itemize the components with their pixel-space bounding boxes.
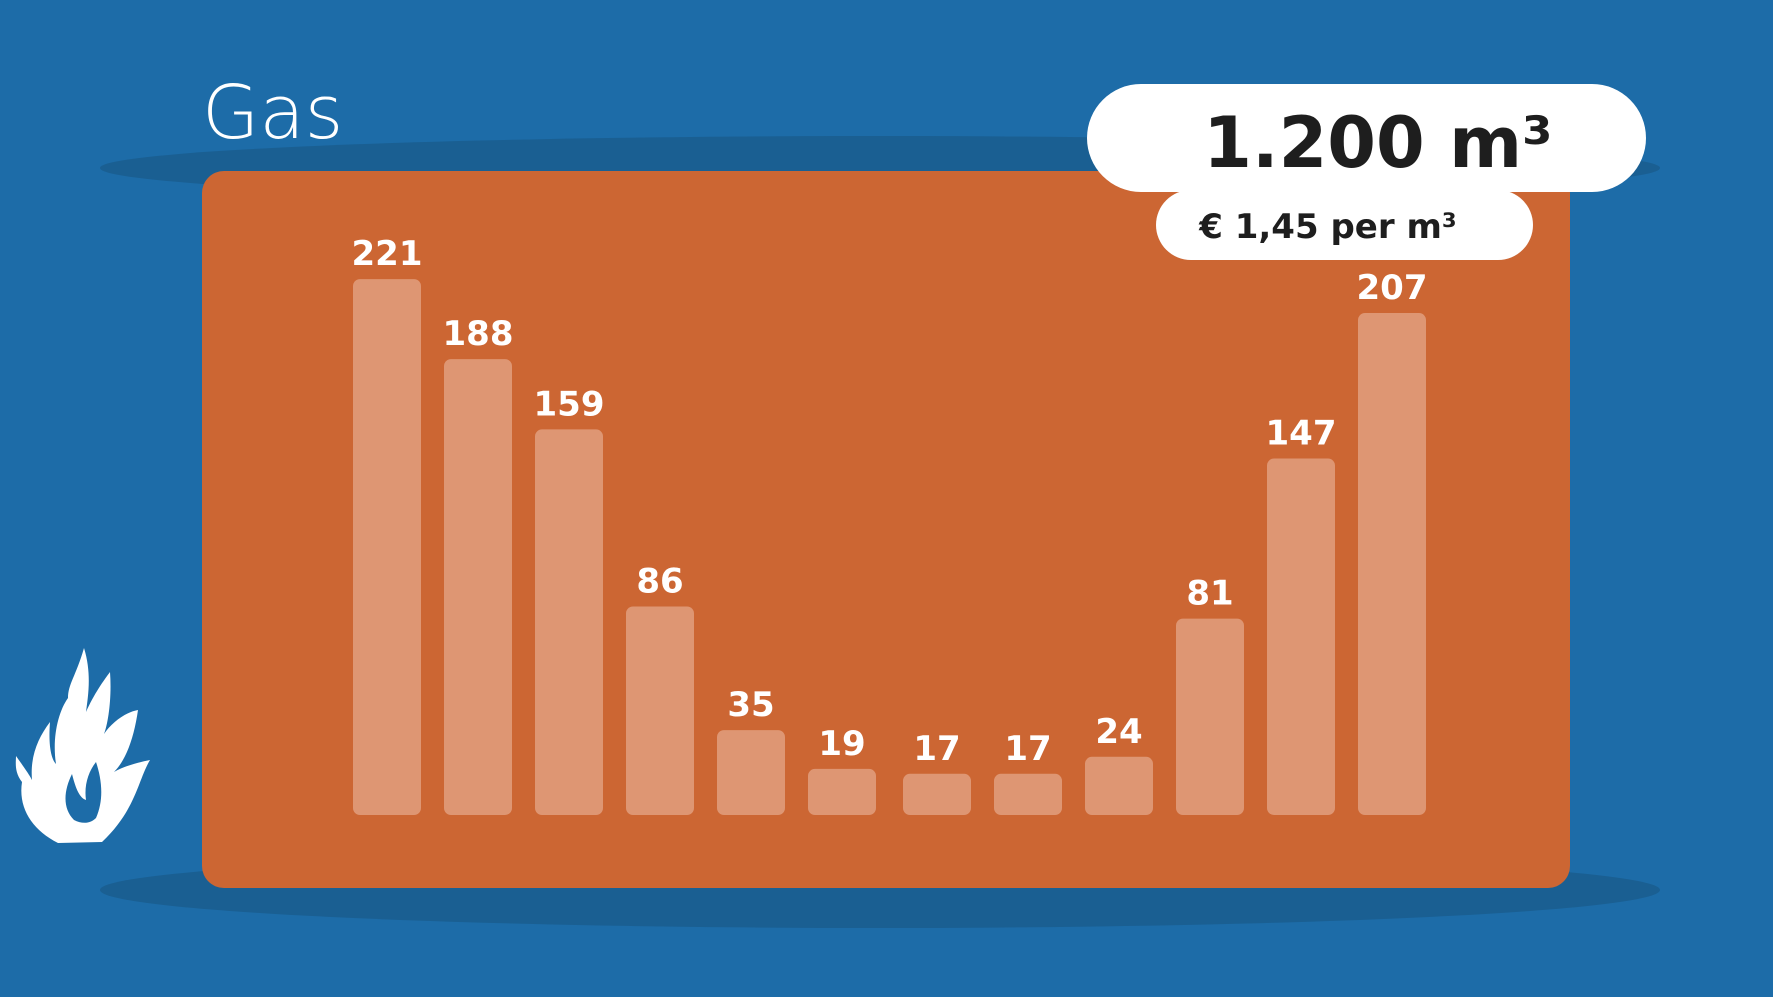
bar-11 [1267, 458, 1335, 815]
chart-title: Gas [202, 70, 343, 156]
price-pill [1156, 190, 1533, 260]
bar-value-label-7: 17 [913, 729, 960, 769]
price-per-unit: € 1,45 per m³ [1198, 207, 1457, 247]
bar-8 [994, 773, 1062, 815]
bar-12 [1358, 313, 1426, 815]
flame-icon [15, 648, 151, 843]
bar-value-label-5: 35 [727, 685, 774, 725]
bar-value-label-8: 17 [1004, 729, 1051, 769]
total-pill [1087, 84, 1646, 192]
bar-7 [903, 773, 971, 815]
bar-1 [353, 279, 421, 815]
bar-6 [808, 768, 876, 815]
bar-4 [626, 606, 694, 815]
bar-value-label-4: 86 [636, 561, 683, 601]
total-usage: 1.200 m³ [1203, 102, 1552, 184]
bars [353, 279, 1426, 815]
bar-value-label-2: 188 [443, 314, 514, 354]
bar-9 [1085, 756, 1153, 815]
bar-value-label-3: 159 [534, 384, 605, 424]
bar-value-label-1: 221 [352, 234, 423, 274]
bar-value-label-12: 207 [1357, 268, 1428, 308]
bar-3 [535, 429, 603, 815]
bar-5 [717, 730, 785, 815]
value-labels: 221 188 159 86 35 19 17 17 24 81 147 207 [352, 234, 1428, 769]
bar-value-label-11: 147 [1266, 414, 1337, 454]
bar-2 [444, 359, 512, 815]
bar-value-label-10: 81 [1186, 574, 1233, 614]
bar-value-label-9: 24 [1095, 712, 1142, 752]
bar-value-label-6: 19 [818, 724, 865, 764]
bar-10 [1176, 618, 1244, 815]
